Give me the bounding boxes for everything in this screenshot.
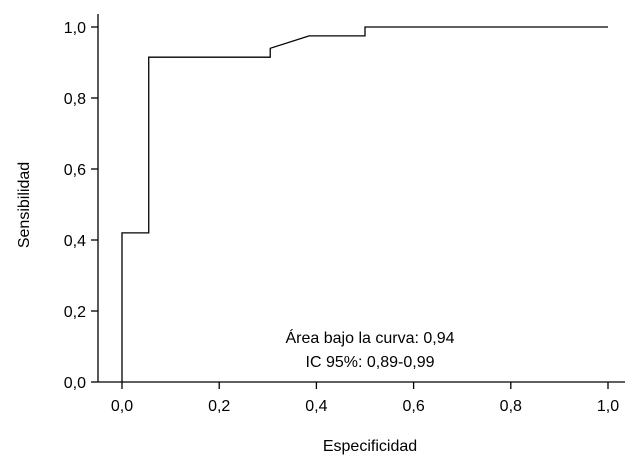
auc-annotation: Área bajo la curva: 0,94 xyxy=(286,328,455,347)
y-tick-label: 0,4 xyxy=(64,233,86,250)
y-tick-label: 0,8 xyxy=(64,91,86,108)
x-tick-label: 0,2 xyxy=(208,398,230,415)
y-tick-label: 0,0 xyxy=(64,375,86,392)
ci-annotation: IC 95%: 0,89-0,99 xyxy=(306,354,435,371)
y-axis-ticks: 0,0 0,2 0,4 0,6 0,8 1,0 xyxy=(64,20,98,392)
axes xyxy=(97,14,625,383)
x-axis-ticks: 0,0 0,2 0,4 0,6 0,8 1,0 xyxy=(111,382,619,415)
x-tick-label: 1,0 xyxy=(597,398,619,415)
x-tick-label: 0,6 xyxy=(402,398,424,415)
y-tick-label: 0,2 xyxy=(64,304,86,321)
x-axis-title: Especificidad xyxy=(323,438,417,455)
y-tick-label: 0,6 xyxy=(64,162,86,179)
series-group xyxy=(121,26,608,382)
y-axis-title: Sensibilidad xyxy=(16,162,33,248)
x-tick-label: 0,4 xyxy=(305,398,327,415)
roc-curve-line xyxy=(121,26,608,382)
y-tick-label: 1,0 xyxy=(64,20,86,37)
x-tick-label: 0,0 xyxy=(111,398,133,415)
x-tick-label: 0,8 xyxy=(500,398,522,415)
